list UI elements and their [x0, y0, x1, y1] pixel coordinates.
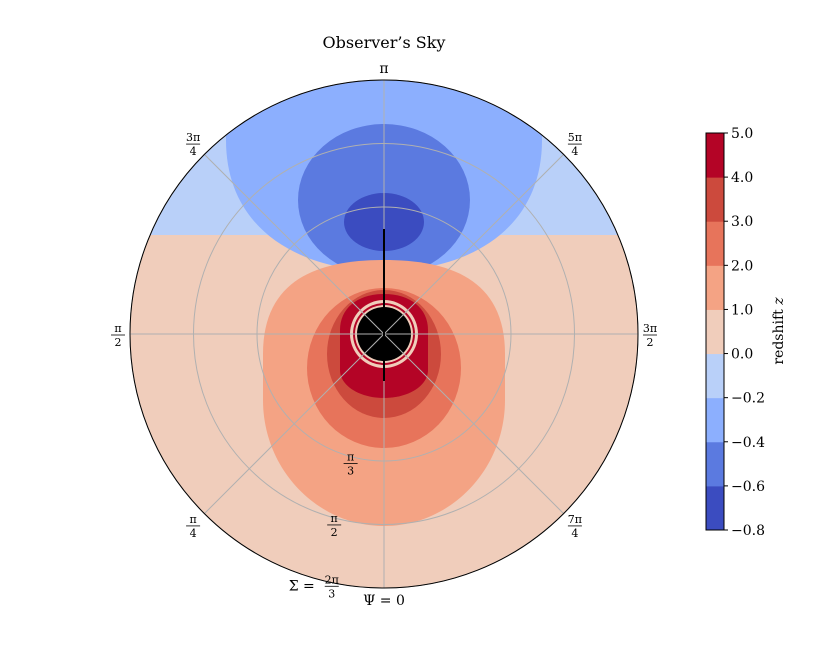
angular-label-1-numerator: π: [189, 513, 196, 526]
colorbar-tick-label-2: −0.4: [731, 435, 765, 451]
angular-gridline-1: [204, 333, 385, 514]
colorbar-tick-label-1: −0.6: [731, 479, 765, 495]
angular-label-1-denominator: 4: [190, 527, 197, 540]
colorbar-frame: [705, 132, 725, 531]
angular-gridline-7: [383, 333, 564, 514]
angular-label-7: 7π4: [568, 513, 582, 540]
angular-label-5: 5π4: [568, 131, 582, 158]
colorbar-band-6: [706, 221, 724, 266]
angular-gridline-5: [383, 154, 564, 335]
colorbar-tick-label-5: 1.0: [731, 302, 753, 318]
angular-label-1: π4: [186, 513, 201, 540]
angular-label-2-numerator: π: [114, 322, 121, 335]
colorbar-tick-label-3: −0.2: [731, 391, 765, 407]
colorbar-band-5: [706, 265, 724, 310]
colorbar-bands: [706, 133, 724, 531]
angular-label-2-denominator: 2: [115, 336, 122, 349]
angular-label-6-numerator: 3π: [643, 322, 657, 335]
radial-label-1-numerator: π: [331, 512, 338, 525]
colorbar-tick-label-6: 2.0: [731, 258, 753, 274]
angular-label-5-numerator: 5π: [568, 131, 582, 144]
angular-label-3: 3π4: [186, 131, 200, 158]
radial-label-2-numerator: 2π: [325, 573, 339, 586]
angular-label-0-text: Ψ = 0: [363, 593, 405, 609]
radial-label-2-denominator: 3: [328, 587, 335, 600]
angular-label-3-denominator: 4: [190, 145, 197, 158]
angular-label-7-denominator: 4: [571, 527, 578, 540]
radial-label-0: π3: [343, 451, 358, 478]
colorbar-band-1: [706, 441, 724, 487]
radial-label-0-numerator: π: [347, 451, 354, 464]
colorbar-band-4: [706, 309, 724, 355]
colorbar-tick-label-9: 5.0: [731, 126, 753, 142]
colorbar-band-7: [706, 177, 724, 222]
radial-label-2: Σ = 2π3: [289, 573, 339, 600]
colorbar: −0.8 −0.6 −0.4 −0.2 0.0 1.0 2.0 3.0 4.0 5.0 redsh…: [705, 126, 787, 539]
colorbar-band-8: [706, 133, 724, 178]
radial-label-0-denominator: 3: [347, 465, 354, 478]
colorbar-ticks: −0.8 −0.6 −0.4 −0.2 0.0 1.0 2.0 3.0 4.0 5.0: [724, 126, 765, 539]
angular-label-7-numerator: 7π: [568, 513, 582, 526]
colorbar-band-3: [706, 353, 724, 399]
angular-label-6-denominator: 2: [647, 336, 654, 349]
chart-title: Observer’s Sky: [323, 33, 446, 52]
colorbar-label: redshift z: [771, 297, 787, 365]
angular-gridline-3: [204, 154, 385, 335]
colorbar-band-0: [706, 485, 724, 531]
angular-label-3-numerator: 3π: [186, 131, 200, 144]
angular-label-4-text: π: [379, 61, 388, 77]
radial-label-2-prefix: Σ =: [289, 578, 315, 594]
angular-label-4: π: [379, 61, 388, 77]
colorbar-tick-label-0: −0.8: [731, 523, 765, 539]
colorbar-label-text: redshift: [771, 309, 787, 365]
angular-label-2: π2: [111, 322, 125, 349]
colorbar-label-symbol: z: [771, 297, 787, 306]
radial-label-1-denominator: 2: [331, 526, 338, 539]
colorbar-tick-label-7: 3.0: [731, 214, 753, 230]
colorbar-band-2: [706, 397, 724, 443]
angular-label-5-denominator: 4: [571, 145, 578, 158]
colorbar-tick-label-4: 0.0: [731, 347, 753, 363]
angular-label-6: 3π2: [643, 322, 657, 349]
colorbar-tick-label-8: 4.0: [731, 170, 753, 186]
radial-label-1: π2: [327, 512, 342, 539]
angular-label-0: Ψ = 0: [363, 593, 405, 609]
sky-frame: [129, 79, 639, 589]
